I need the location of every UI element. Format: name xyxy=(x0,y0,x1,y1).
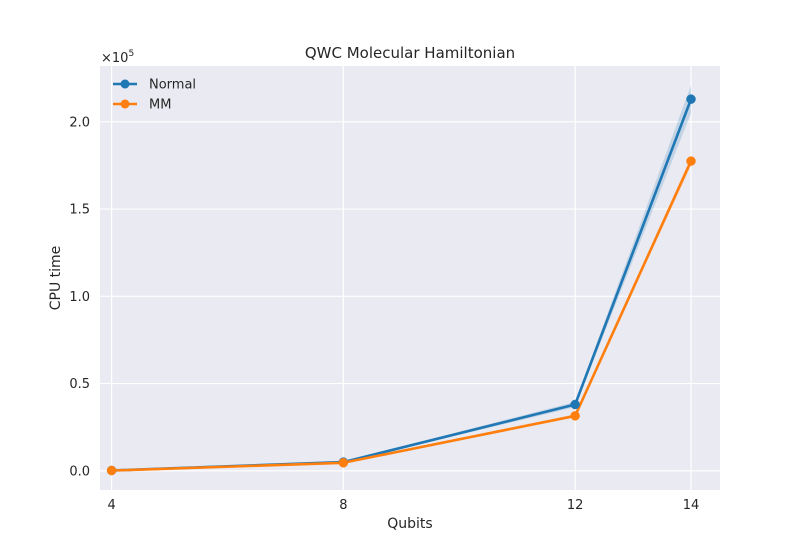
chart-title: QWC Molecular Hamiltonian xyxy=(305,44,515,62)
series-lines xyxy=(110,97,693,472)
x-tick-label: 12 xyxy=(567,498,584,513)
x-axis-label: Qubits xyxy=(387,516,432,532)
data-point xyxy=(570,399,580,410)
y-axis-label: CPU time xyxy=(48,246,64,311)
legend: Normal MM xyxy=(113,78,196,113)
data-point xyxy=(106,465,117,476)
plot-background xyxy=(100,66,720,490)
y-tick-label: 2.0 xyxy=(69,115,90,130)
series-markers xyxy=(106,94,696,476)
grid-lines xyxy=(100,66,720,490)
data-point xyxy=(570,411,580,421)
x-tick-labels: 4 8 12 14 xyxy=(107,498,699,513)
legend-label: MM xyxy=(149,98,171,113)
y-tick-label: 0.5 xyxy=(69,377,90,392)
series-line xyxy=(110,159,693,472)
y-tick-label: 1.0 xyxy=(69,290,90,305)
x-tick-label: 14 xyxy=(683,498,700,513)
legend-label: Normal xyxy=(149,78,196,93)
x-tick-label: 8 xyxy=(339,498,347,513)
y-tick-label: 1.5 xyxy=(69,203,90,218)
data-point xyxy=(686,94,696,104)
data-point xyxy=(338,458,349,468)
data-point xyxy=(686,156,696,166)
x-tick-label: 4 xyxy=(107,498,115,513)
y-scale-base: ×10 xyxy=(101,51,128,66)
y-tick-label: 0.0 xyxy=(69,464,90,479)
y-scale-multiplier: ×105 xyxy=(101,49,134,66)
y-scale-exponent: 5 xyxy=(128,49,134,59)
legend-marker xyxy=(120,99,130,109)
y-tick-labels: 0.0 0.5 1.0 1.5 2.0 xyxy=(69,115,90,479)
legend-marker xyxy=(120,79,130,89)
